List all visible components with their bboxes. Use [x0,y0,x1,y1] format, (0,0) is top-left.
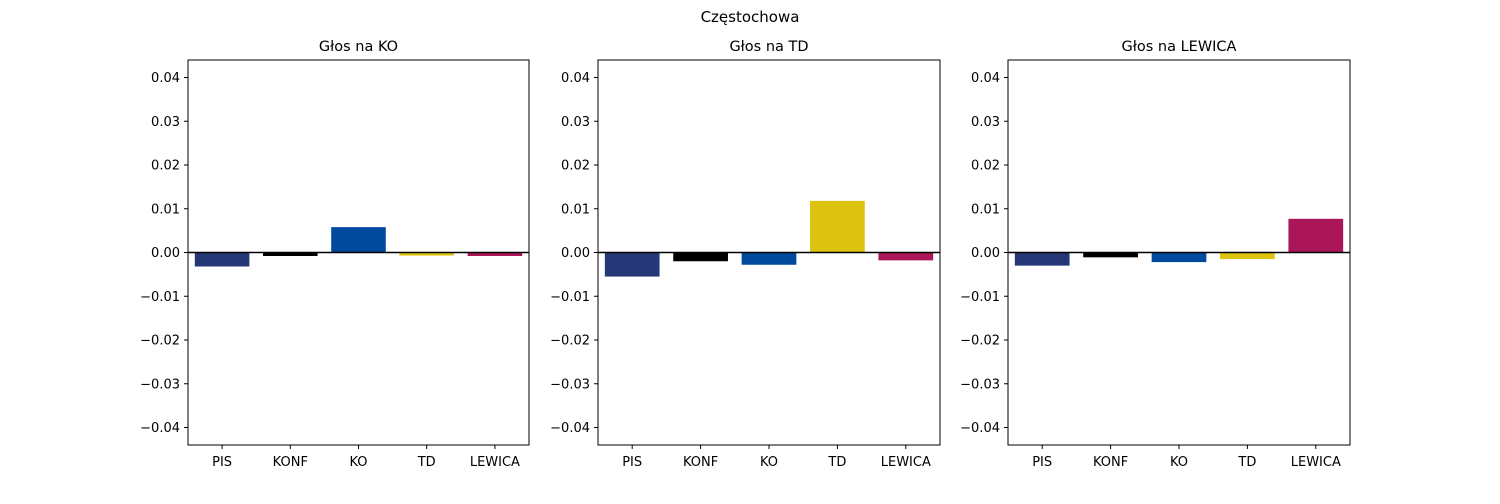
y-tick-label: 0.00 [151,246,180,261]
y-tick-label: 0.03 [151,115,180,130]
y-tick-label: −0.04 [960,421,1000,436]
bar-ko [331,227,386,253]
chart-panel-3: Głos na LEWICA −0.04 −0.03 −0.02 −0.01 0.00 0.… [960,39,1351,470]
x-tick-label-td: TD [417,455,436,470]
panel-title: Głos na KO [319,39,398,55]
y-tick-label: 0.04 [151,71,180,86]
y-tick-label: 0.02 [971,159,1000,174]
x-tick-label-td: TD [827,455,846,470]
bar-pis [1014,252,1070,266]
bar-pis [194,252,250,267]
x-tick-label-konf: KONF [273,455,308,470]
y-tick-label: 0.01 [151,202,180,217]
x-tick-label-pis: PIS [212,455,232,470]
y-tick-label: −0.02 [550,334,590,349]
bar-pis [604,252,660,277]
bar-lewica [467,252,523,256]
y-tick-label: −0.02 [960,334,1000,349]
x-tick-label-pis: PIS [622,455,642,470]
bar-td [1220,252,1275,260]
y-tick-label: −0.04 [140,421,180,436]
x-tick-label-lewica: LEWICA [470,455,520,470]
bar-ko [1151,252,1207,263]
y-tick-label: −0.03 [140,377,180,392]
y-tick-label: −0.03 [550,377,590,392]
chart-panel-2: Głos na TD −0.04 −0.03 −0.02 −0.01 0.00 0.01 0.… [550,39,941,470]
bar-lewica [1288,218,1344,253]
y-tick-label: 0.00 [561,246,590,261]
x-tick-label-lewica: LEWICA [1291,455,1341,470]
bar-lewica [878,252,934,261]
x-tick-label-konf: KONF [1093,455,1128,470]
y-tick-label: 0.03 [561,115,590,130]
x-tick-label-ko: KO [349,455,367,470]
y-tick-label: 0.02 [561,159,590,174]
y-tick-label: 0.04 [971,71,1000,86]
y-tick-label: 0.01 [971,202,1000,217]
panel-title: Głos na TD [729,39,808,55]
y-tick-label: −0.01 [960,290,1000,305]
x-tick-label-lewica: LEWICA [881,455,931,470]
y-tick-label: 0.01 [561,202,590,217]
bar-konf [673,252,728,262]
figure-suptitle: Częstochowa [701,8,800,26]
y-tick-label: 0.00 [971,246,1000,261]
y-tick-label: −0.01 [550,290,590,305]
x-tick-label-konf: KONF [683,455,718,470]
y-tick-label: 0.02 [151,159,180,174]
bar-konf [263,252,318,256]
x-tick-label-pis: PIS [1032,455,1052,470]
y-tick-label: −0.03 [960,377,1000,392]
x-tick-label-td: TD [1237,455,1256,470]
y-tick-label: −0.02 [140,334,180,349]
chart-panel-1: Głos na KO −0.04 −0.03 −0.02 −0.01 0.00 0.01 0.… [140,39,530,470]
x-tick-label-ko: KO [1170,455,1188,470]
panel-title: Głos na LEWICA [1122,39,1237,55]
bar-ko [741,252,797,265]
y-tick-label: −0.04 [550,421,590,436]
y-tick-label: 0.04 [561,71,590,86]
bar-konf [1083,252,1138,258]
bar-td [399,252,454,256]
x-tick-label-ko: KO [760,455,778,470]
bar-td [810,200,865,253]
y-tick-label: 0.03 [971,115,1000,130]
y-tick-label: −0.01 [140,290,180,305]
